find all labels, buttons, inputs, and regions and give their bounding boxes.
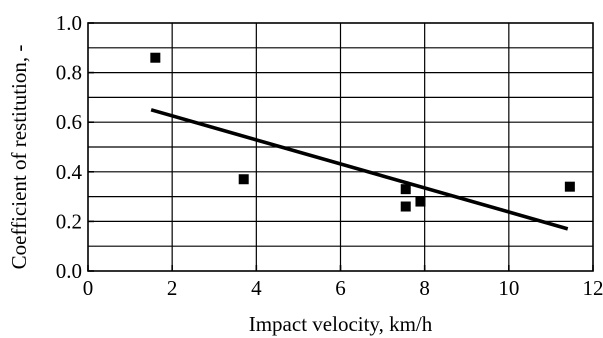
y-axis-tick-labels: 0.0 0.2 0.4 0.6 0.8 1.0 [56,11,83,283]
x-tick-label: 2 [167,276,178,300]
y-tick-label: 1.0 [56,11,82,35]
x-tick-label: 0 [83,276,94,300]
data-point [400,201,411,212]
grid [88,23,593,271]
x-tick-label: 8 [419,276,430,300]
data-point [564,181,575,192]
x-tick-label: 10 [498,276,519,300]
data-point [415,196,426,207]
axis-ticks [87,22,594,272]
x-tick-label: 4 [251,276,262,300]
x-tick-label: 6 [335,276,346,300]
y-tick-label: 0.6 [56,110,82,134]
data-point [400,184,411,195]
x-axis-label: Impact velocity, km/h [249,312,433,336]
data-points [150,52,575,212]
y-tick-label: 0.0 [56,259,82,283]
y-tick-label: 0.2 [56,209,82,233]
y-tick-label: 0.4 [56,160,83,184]
y-axis-label: Coefficient of restitution, - [7,45,31,270]
y-tick-label: 0.8 [56,61,82,85]
x-tick-label: 12 [583,276,603,300]
x-axis-tick-labels: 0 2 4 6 8 10 12 [83,276,603,300]
data-point [150,52,161,63]
trend-line [150,108,569,231]
data-point [238,174,249,185]
